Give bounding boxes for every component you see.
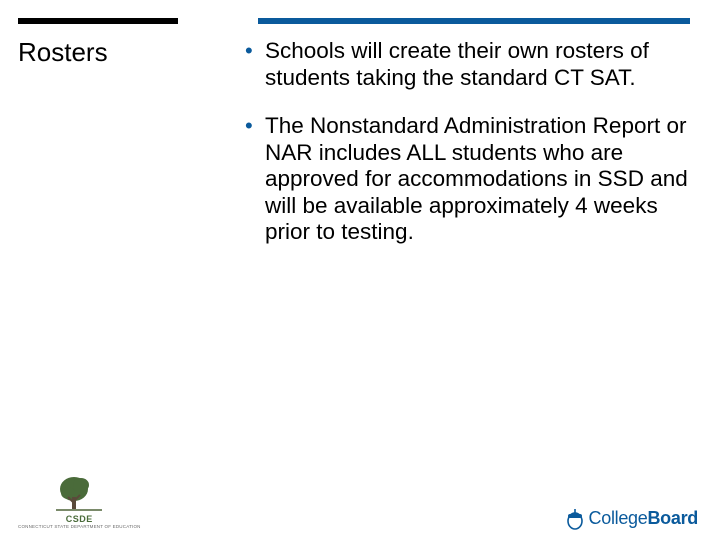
collegeboard-text: CollegeBoard xyxy=(589,508,698,529)
content-row: Rosters Schools will create their own ro… xyxy=(18,38,690,268)
top-rule-right xyxy=(258,18,690,24)
collegeboard-logo: CollegeBoard xyxy=(565,506,698,530)
csde-logo-subtext: CONNECTICUT STATE DEPARTMENT OF EDUCATIO… xyxy=(18,525,141,530)
bullet-list: Schools will create their own rosters of… xyxy=(243,38,690,246)
csde-logo: CSDE CONNECTICUT STATE DEPARTMENT OF EDU… xyxy=(18,475,141,530)
top-rule-left xyxy=(18,18,178,24)
tree-icon xyxy=(56,475,102,513)
right-column: Schools will create their own rosters of… xyxy=(243,38,690,268)
top-rule-gap xyxy=(178,18,258,24)
cb-prefix: College xyxy=(589,508,648,528)
csde-logo-label: CSDE xyxy=(66,514,93,524)
acorn-icon xyxy=(565,506,585,530)
slide-container: Rosters Schools will create their own ro… xyxy=(0,0,720,540)
bullet-item: Schools will create their own rosters of… xyxy=(243,38,690,91)
cb-suffix: Board xyxy=(647,508,698,528)
bullet-item: The Nonstandard Administration Report or… xyxy=(243,113,690,246)
top-rule xyxy=(18,18,690,24)
footer: CSDE CONNECTICUT STATE DEPARTMENT OF EDU… xyxy=(18,475,698,530)
left-column: Rosters xyxy=(18,38,243,268)
slide-heading: Rosters xyxy=(18,38,233,67)
